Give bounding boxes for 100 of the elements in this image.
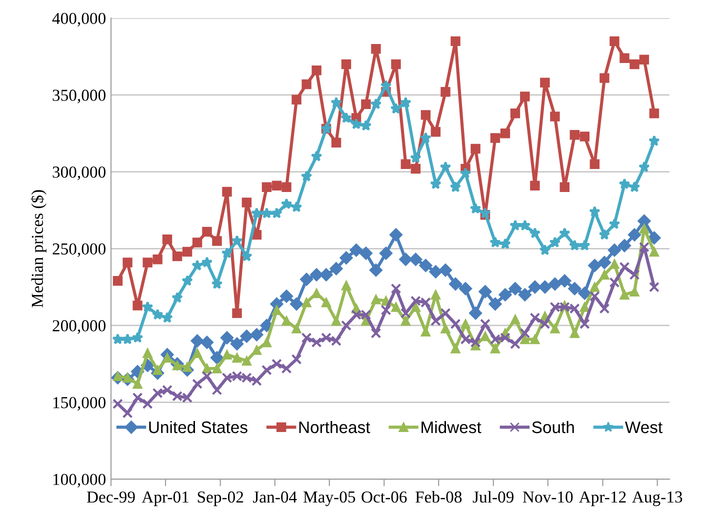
point [321,298,332,308]
point [280,290,294,303]
point [370,98,382,110]
point [550,112,560,122]
point [162,312,173,323]
point [558,274,572,288]
point [529,227,541,238]
point [500,238,511,250]
point [202,364,212,374]
point [281,363,292,374]
point [240,330,254,343]
point [510,108,520,118]
point [568,240,580,251]
y-tick-label: 100,000 [53,474,106,488]
point [122,333,134,344]
point [589,206,600,217]
point [600,270,610,280]
point [440,161,452,172]
point [410,164,421,174]
point [320,268,333,282]
point [608,218,620,230]
point [490,344,500,354]
point [241,250,252,262]
legend-label: Midwest [422,420,482,434]
point [639,224,650,234]
point [272,180,282,190]
legend-label: Northeast [299,420,370,434]
point [371,44,381,54]
point [302,79,312,90]
point [192,238,202,248]
point [182,275,193,286]
point [578,286,592,300]
x-tick-label: Apr-12 [578,491,626,506]
point [628,181,640,192]
point [580,302,590,312]
point [440,308,451,318]
point [340,112,352,123]
point [272,305,282,315]
point [341,280,352,290]
point [480,207,491,218]
point [630,59,640,70]
point [112,333,124,344]
point [409,252,422,266]
point [132,332,144,343]
point [470,202,482,214]
point [619,262,630,272]
point [430,316,441,326]
point [519,220,531,231]
point [350,244,363,257]
y-tick-label: 300,000 [52,166,106,180]
point [649,246,660,257]
point [490,236,501,248]
point [460,319,470,329]
point [539,244,551,256]
point [341,59,352,70]
point [648,135,660,146]
point [212,364,222,374]
point [579,318,590,330]
point [448,277,462,291]
point [620,290,630,300]
point [301,332,312,343]
point [262,182,272,192]
point [282,316,292,326]
point [380,304,392,316]
point [498,288,512,302]
point [588,258,602,272]
point [212,384,222,396]
point [520,92,530,102]
point [250,328,264,342]
point [590,282,600,292]
point [132,300,142,310]
point [468,306,482,320]
y-axis-title: Median prices ($) [30,190,46,308]
point [399,252,412,266]
point [152,254,162,264]
x-tick-label: Oct-06 [362,491,407,503]
point [132,379,142,389]
point [580,132,590,142]
point [618,178,630,190]
point [598,228,610,240]
point [400,159,411,169]
y-tick-label: 150,000 [53,397,106,411]
point [578,240,590,251]
legend-label: South [532,420,574,434]
point [400,308,411,318]
point [429,265,442,278]
point [331,138,342,148]
point [390,102,402,114]
point [379,246,393,260]
point [438,264,452,277]
point [630,286,640,297]
x-tick-label: Jan-04 [253,491,297,503]
point [280,198,292,210]
point [620,53,630,63]
point [341,320,352,331]
point [310,150,322,162]
point [312,288,322,298]
point [389,228,403,242]
x-tick-label: Jul-09 [472,490,514,503]
point [560,182,570,192]
